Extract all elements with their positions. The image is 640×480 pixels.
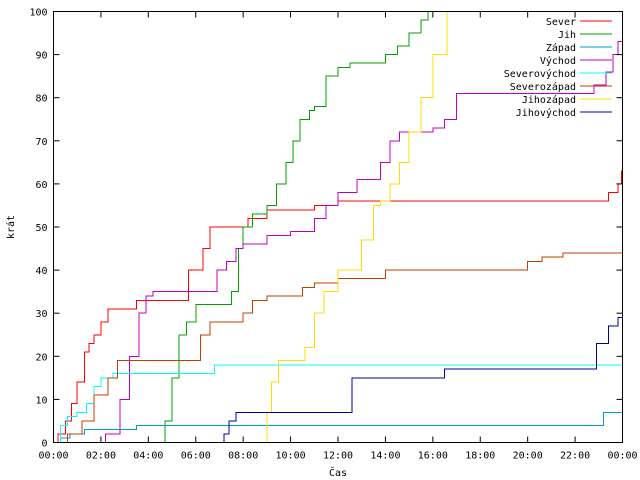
y-axis-label: krát	[5, 215, 17, 239]
series-line-4	[53, 41, 623, 443]
legend: Sever JihZápadVýchodSeverovýchodSeverozáp…	[504, 17, 612, 119]
y-tick-label: 60	[35, 180, 47, 191]
x-tick-label: 12:00	[323, 451, 353, 462]
series-line-5	[53, 364, 623, 443]
y-tick-label: 90	[35, 51, 47, 62]
x-tick-label: 16:00	[418, 451, 448, 462]
legend-label-3: Západ	[546, 42, 576, 54]
series-line-7	[53, 11, 448, 443]
x-tick-label: 22:00	[560, 451, 590, 462]
legend-label-4: Východ	[540, 55, 576, 67]
x-tick-label: 14:00	[370, 451, 400, 462]
y-tick-label: 10	[35, 395, 47, 406]
x-tick-label: 00:00	[607, 451, 637, 462]
y-tick-label: 20	[35, 352, 47, 363]
x-tick-label: 08:00	[228, 451, 258, 462]
series-line-2	[53, 11, 438, 443]
legend-label-8: Jihovýchod	[516, 107, 576, 119]
x-tick-label: 02:00	[86, 451, 116, 462]
series-line-1	[53, 170, 623, 443]
x-tick-label: 20:00	[513, 451, 543, 462]
x-tick-label: 18:00	[465, 451, 495, 462]
series-line-8	[53, 317, 623, 443]
x-tick-label: 00:00	[38, 451, 68, 462]
x-tick-label: 06:00	[181, 451, 211, 462]
series-line-6	[53, 252, 623, 443]
ticks-layer: 00:00 02:00 04:00 06:00 08:00 10:00 12:00 14:00…	[29, 8, 637, 462]
legend-label-5: Severovýchod	[504, 68, 576, 80]
y-tick-label: 50	[35, 223, 47, 234]
series-layer	[53, 11, 623, 443]
y-tick-label: 40	[35, 266, 47, 277]
y-tick-label: 30	[35, 309, 47, 320]
legend-label-2: Jih	[558, 30, 576, 41]
legend-label-7: Jihozápad	[522, 94, 576, 106]
y-tick-label: 100	[29, 8, 47, 19]
x-axis-label: Čas	[329, 466, 347, 479]
x-tick-label: 04:00	[133, 451, 163, 462]
y-tick-label: 0	[41, 439, 47, 450]
y-tick-label: 80	[35, 94, 47, 105]
legend-label-6: Severozápad	[510, 81, 576, 93]
x-tick-label: 10:00	[276, 451, 306, 462]
y-tick-label: 70	[35, 137, 47, 148]
legend-label-1: Sever	[546, 17, 576, 28]
